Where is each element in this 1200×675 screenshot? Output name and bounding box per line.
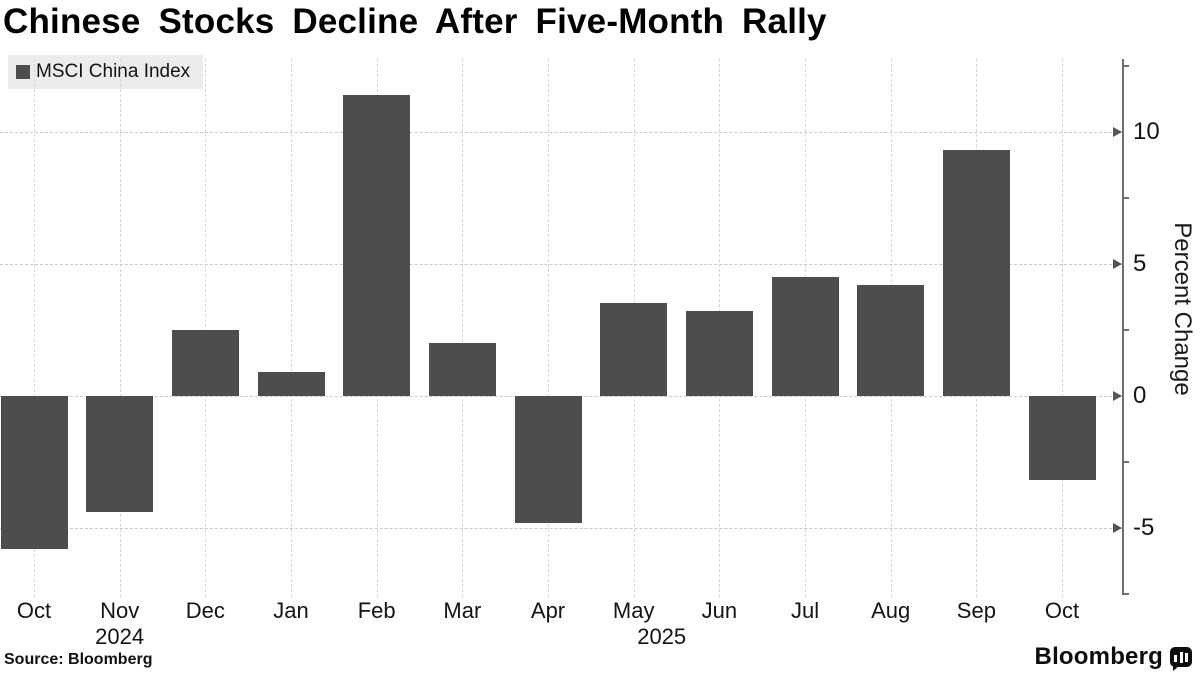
x-axis-tick-label: Apr: [530, 598, 566, 623]
x-axis-tick-label: Mar: [443, 598, 482, 623]
y-axis-major-tick-icon: [1113, 390, 1122, 401]
y-axis-minor-tick: [1122, 593, 1129, 595]
bar-apr-6: [514, 395, 582, 523]
y-axis-major-tick-icon: [1113, 522, 1122, 533]
bar-aug-10: [857, 284, 925, 396]
legend-swatch-icon: [16, 65, 30, 79]
x-axis-year-label: 2025: [637, 624, 687, 649]
horizontal-gridline: [0, 527, 1122, 529]
y-axis-line: [1122, 59, 1124, 595]
x-axis-year-label: 2024: [95, 624, 145, 649]
vertical-gridline: [205, 59, 207, 597]
vertical-gridline: [1062, 59, 1064, 597]
x-axis-tick-label: Oct: [1044, 598, 1080, 623]
bar-dec-2: [171, 329, 239, 396]
x-axis-tick-label: Jun: [701, 598, 738, 623]
bar-sep-11: [942, 150, 1010, 396]
y-axis-minor-tick: [1122, 460, 1129, 463]
x-axis-tick-label: Aug: [871, 598, 911, 623]
y-axis-minor-tick: [1122, 328, 1129, 331]
legend-label: MSCI China Index: [36, 61, 191, 82]
vertical-gridline: [34, 59, 35, 597]
bar-jul-9: [771, 276, 839, 396]
y-axis-tick-label: -5: [1133, 513, 1155, 541]
vertical-gridline: [291, 59, 292, 597]
bloomberg-terminal-icon: [1170, 647, 1192, 671]
x-axis-tick-label: May: [612, 598, 655, 623]
vertical-gridline: [548, 59, 550, 597]
y-axis-minor-tick: [1122, 64, 1129, 67]
y-axis-tick-label: 10: [1133, 117, 1160, 145]
bar-mar-5: [428, 343, 496, 396]
vertical-gridline: [119, 59, 121, 597]
x-axis-tick-label: Dec: [185, 598, 225, 623]
x-axis-tick-label: Nov: [100, 598, 140, 623]
y-axis-major-tick-icon: [1113, 126, 1122, 137]
y-axis-major-tick-icon: [1113, 258, 1122, 269]
x-axis-tick-label: Jan: [273, 598, 309, 623]
horizontal-gridline: [0, 263, 1122, 265]
y-axis-minor-tick: [1122, 196, 1129, 199]
vertical-gridline: [462, 59, 464, 597]
x-axis-tick-label: Jul: [790, 598, 820, 623]
bar-may-7: [600, 303, 668, 396]
chart-title: Chinese Stocks Decline After Five-Month …: [3, 2, 827, 41]
y-axis-tick-label: 5: [1133, 249, 1147, 277]
bloomberg-wordmark: Bloomberg: [1034, 643, 1163, 670]
x-axis-tick-label: Oct: [16, 598, 52, 623]
source-note: Source: Bloomberg: [4, 651, 153, 668]
y-axis-title: Percent Change: [1169, 222, 1196, 396]
horizontal-gridline: [0, 131, 1122, 133]
bar-jun-8: [685, 311, 753, 396]
x-axis-tick-label: Feb: [357, 598, 396, 623]
legend: MSCI China Index: [8, 55, 204, 89]
bloomberg-brand: Bloomberg: [1035, 643, 1192, 671]
bar-oct-12: [1028, 395, 1096, 481]
bar-jan-3: [257, 372, 325, 396]
bar-feb-4: [343, 94, 411, 396]
bar-oct-0: [0, 395, 68, 550]
bar-nov-1: [86, 395, 154, 513]
x-axis-tick-label: Sep: [956, 598, 996, 623]
y-axis-tick-label: 0: [1133, 381, 1147, 409]
